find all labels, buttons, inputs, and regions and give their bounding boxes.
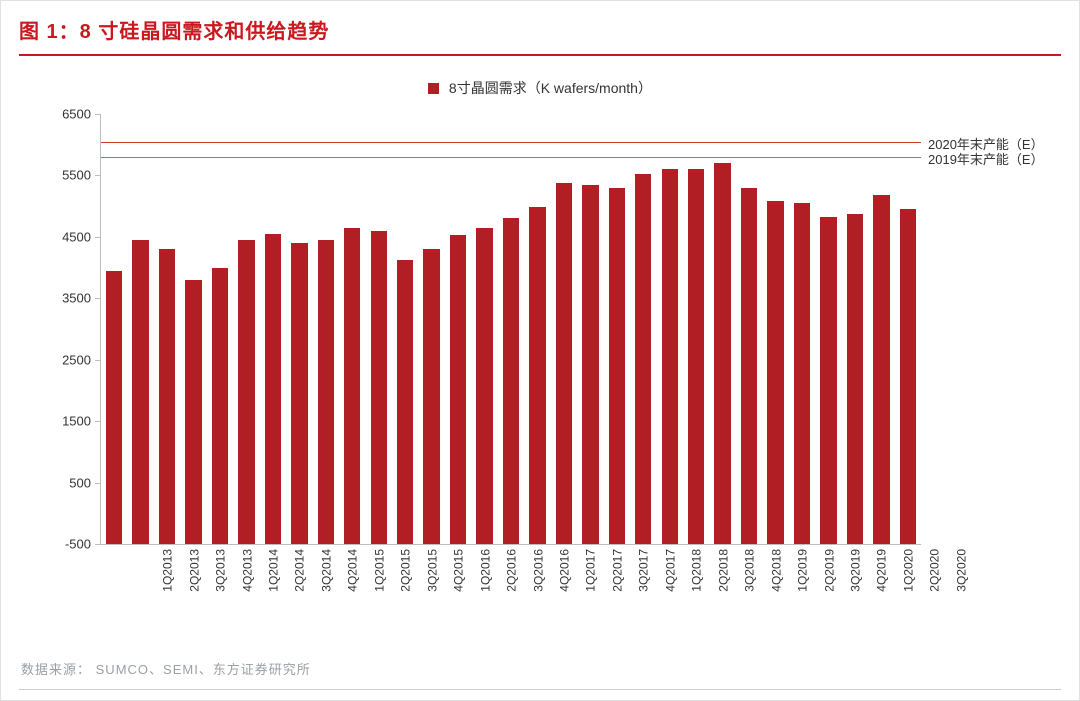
bar [132, 240, 148, 544]
x-tick-label: 2Q2015 [399, 549, 413, 592]
x-tick-label: 4Q2015 [452, 549, 466, 592]
bar [662, 169, 678, 544]
y-tick [95, 483, 101, 484]
bar [556, 183, 572, 544]
x-tick-label: 1Q2013 [161, 549, 175, 592]
bar [714, 163, 730, 544]
x-tick-label: 4Q2016 [558, 549, 572, 592]
bar [635, 174, 651, 544]
title-bar: 图 1：8 寸硅晶圆需求和供给趋势 [19, 15, 1061, 56]
x-tick-label: 3Q2014 [320, 549, 334, 592]
chart-legend: 8寸晶圆需求（K wafers/month） [19, 78, 1061, 98]
bar [265, 234, 281, 544]
bar [582, 185, 598, 544]
bar [238, 240, 254, 544]
bar [820, 217, 836, 544]
x-tick-label: 3Q2017 [637, 549, 651, 592]
x-tick-label: 2Q2019 [822, 549, 836, 592]
x-tick-label: 1Q2016 [478, 549, 492, 592]
bar [106, 271, 122, 544]
x-axis-labels: 1Q2013 2Q2013 3Q2013 4Q2013 1Q2014 2Q2014 3Q20… [100, 549, 920, 609]
bar [529, 207, 545, 544]
y-tick [95, 421, 101, 422]
x-tick-label: 1Q2019 [796, 549, 810, 592]
bottom-rule [19, 689, 1061, 690]
bar [450, 235, 466, 544]
bar [767, 201, 783, 544]
bar [873, 195, 889, 544]
y-tick-label: 1500 [41, 414, 91, 429]
bar [423, 249, 439, 544]
bar [212, 268, 228, 544]
x-tick-label: 1Q2017 [584, 549, 598, 592]
y-tick [95, 175, 101, 176]
plot-area: -500500150025003500450055006500 [100, 114, 921, 545]
chart-area: -500500150025003500450055006500 1Q20132Q… [30, 104, 1050, 604]
bar [344, 228, 360, 544]
bar [503, 218, 519, 544]
x-tick-label: 4Q2017 [664, 549, 678, 592]
legend-swatch [428, 83, 439, 94]
x-tick-label: 4Q2019 [875, 549, 889, 592]
y-tick [95, 360, 101, 361]
x-tick-label: 1Q2020 [902, 549, 916, 592]
x-tick-label: 3Q2015 [425, 549, 439, 592]
x-tick-label: 3Q2013 [214, 549, 228, 592]
x-tick-label: 3Q2020 [954, 549, 968, 592]
y-tick [95, 298, 101, 299]
source-prefix: 数据来源： [21, 662, 91, 677]
bar [609, 188, 625, 544]
bar [291, 243, 307, 544]
legend-label: 8寸晶圆需求（K wafers/month） [449, 80, 652, 96]
bar [741, 188, 757, 544]
figure-title: 图 1：8 寸硅晶圆需求和供给趋势 [19, 21, 329, 43]
x-tick-label: 1Q2014 [267, 549, 281, 592]
x-tick-label: 3Q2019 [849, 549, 863, 592]
bar [185, 280, 201, 544]
x-tick-label: 2Q2017 [611, 549, 625, 592]
bar [371, 231, 387, 544]
x-tick-label: 3Q2016 [531, 549, 545, 592]
y-tick [95, 237, 101, 238]
x-tick-label: 4Q2013 [240, 549, 254, 592]
x-tick-label: 2Q2018 [716, 549, 730, 592]
bar [476, 228, 492, 544]
x-tick-label: 2Q2016 [505, 549, 519, 592]
y-tick [95, 114, 101, 115]
source-text: SUMCO、SEMI、东方证券研究所 [96, 662, 311, 677]
bar [397, 260, 413, 544]
figure-card: 图 1：8 寸硅晶圆需求和供给趋势 8寸晶圆需求（K wafers/month）… [0, 0, 1080, 701]
reference-line [101, 142, 921, 143]
x-tick-label: 1Q2018 [690, 549, 704, 592]
y-tick-label: 500 [41, 475, 91, 490]
y-tick [95, 544, 101, 545]
y-tick-label: 4500 [41, 229, 91, 244]
data-source: 数据来源： SUMCO、SEMI、东方证券研究所 [21, 659, 311, 678]
y-tick-label: 5500 [41, 168, 91, 183]
x-tick-label: 2Q2014 [293, 549, 307, 592]
bar [318, 240, 334, 544]
x-tick-label: 2Q2013 [187, 549, 201, 592]
reference-line-label: 2019年末产能（E） [928, 149, 1044, 168]
bar [159, 249, 175, 544]
x-tick-label: 4Q2018 [769, 549, 783, 592]
x-tick-label: 2Q2020 [928, 549, 942, 592]
bar [688, 169, 704, 544]
y-tick-label: 6500 [41, 107, 91, 122]
bar [900, 209, 916, 544]
y-tick-label: 3500 [41, 291, 91, 306]
y-tick-label: 2500 [41, 352, 91, 367]
bar [847, 214, 863, 544]
bar [794, 203, 810, 544]
x-tick-label: 3Q2018 [743, 549, 757, 592]
x-tick-label: 1Q2015 [373, 549, 387, 592]
x-tick-label: 4Q2014 [346, 549, 360, 592]
reference-line [101, 157, 921, 158]
y-tick-label: -500 [41, 537, 91, 552]
